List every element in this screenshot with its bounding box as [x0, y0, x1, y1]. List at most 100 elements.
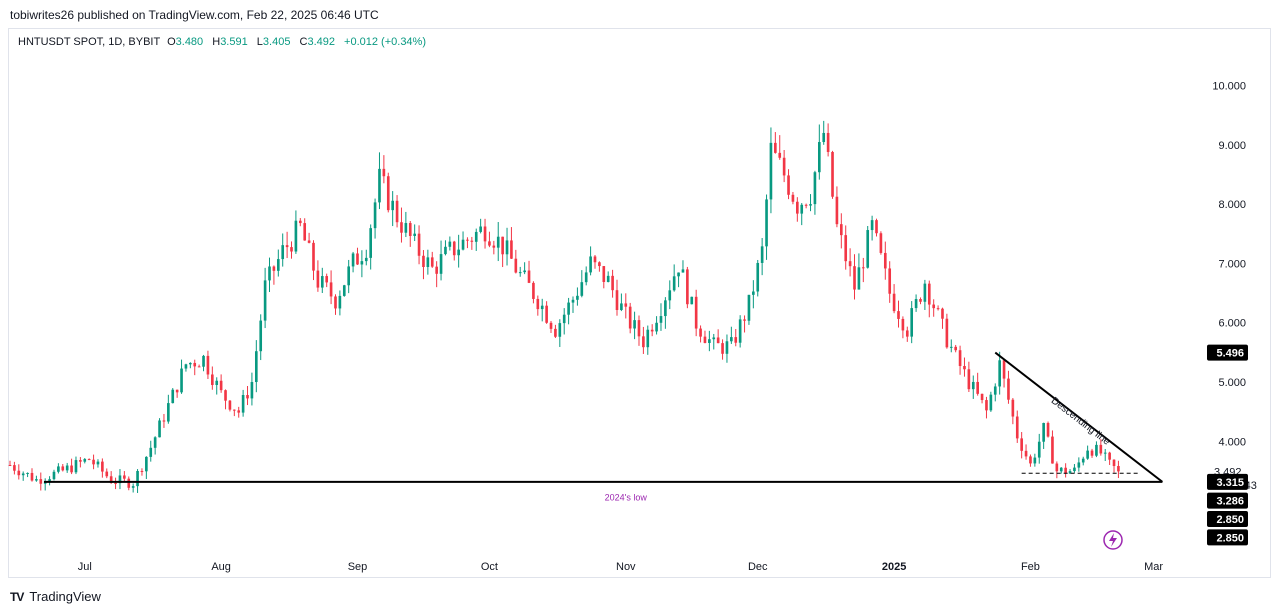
x-tick-label: Feb: [1021, 561, 1040, 573]
candle-body: [1095, 444, 1098, 456]
candle-body: [413, 233, 416, 236]
candle-body: [897, 311, 900, 319]
candle-body: [628, 306, 632, 329]
candle-body: [171, 389, 175, 404]
candle-body: [954, 346, 957, 351]
candle-body: [989, 394, 993, 411]
candle-body: [545, 305, 548, 323]
candle-body: [1068, 471, 1072, 474]
candle-body: [624, 303, 628, 307]
low-value: 3.405: [262, 36, 291, 48]
candle-body: [892, 293, 896, 312]
candle-body: [1037, 441, 1041, 458]
candle-body: [765, 199, 768, 247]
y-tick-label: 10.000: [1212, 81, 1246, 93]
candle-body: [708, 339, 711, 343]
candle-body: [373, 202, 377, 229]
candle-body: [523, 270, 526, 273]
candle-body: [703, 336, 707, 343]
candle-body: [1112, 459, 1116, 467]
candle-body: [668, 290, 672, 301]
candle-body: [452, 241, 456, 256]
candle-body: [567, 302, 570, 315]
price-label-box: [1207, 492, 1248, 509]
tradingview-logo-icon: TV: [10, 589, 24, 604]
candle-body: [149, 447, 153, 457]
candle-body: [963, 366, 966, 370]
candle-body: [57, 466, 60, 472]
candle-body: [1064, 467, 1067, 474]
descending-trend-line: [994, 351, 1164, 483]
candle-body: [17, 470, 21, 476]
y-tick-label: 4.000: [1218, 436, 1246, 448]
candle-body: [681, 269, 685, 273]
candle-body: [290, 247, 293, 252]
candle-body: [712, 337, 716, 340]
candle-body: [1024, 450, 1028, 457]
candle-body: [985, 400, 988, 411]
candle-body: [259, 320, 263, 352]
candle-body: [949, 346, 953, 348]
candle-body: [760, 246, 764, 263]
symbol-label[interactable]: HNTUSDT SPOT, 1D, BYBIT: [18, 36, 161, 48]
footer-brand[interactable]: TV TradingView: [10, 589, 101, 604]
candle-body: [813, 172, 817, 205]
candle-body: [356, 253, 359, 265]
candle-body: [404, 223, 408, 233]
candle-body: [193, 362, 197, 367]
candle-body: [79, 460, 82, 462]
candle-body: [83, 459, 87, 462]
candle-body: [615, 290, 619, 311]
candle-body: [422, 255, 425, 267]
candle-body: [435, 266, 438, 274]
candle-body: [35, 479, 38, 481]
candle-body: [1051, 436, 1054, 464]
candle-body: [554, 328, 557, 337]
candle-body: [664, 300, 667, 317]
candle-body: [21, 473, 25, 476]
candle-body: [650, 329, 654, 332]
open-label: O: [167, 36, 176, 48]
candle-body: [285, 245, 289, 248]
candle-body: [576, 295, 579, 300]
candle-body: [743, 319, 746, 321]
candle-body: [721, 343, 724, 354]
candle-body: [391, 200, 394, 211]
y-tick-label: 7.000: [1218, 258, 1246, 270]
candle-body: [1011, 399, 1015, 417]
candle-body: [505, 240, 509, 255]
candle-body: [461, 239, 465, 250]
candle-body: [8, 465, 12, 466]
candle-body: [584, 272, 588, 283]
candle-body: [74, 460, 78, 473]
candle-body: [879, 233, 883, 253]
candle-body: [861, 267, 865, 269]
candle-body: [430, 257, 434, 267]
candle-body: [1090, 450, 1094, 456]
candle-body: [96, 461, 100, 465]
candle-body: [536, 298, 540, 310]
candle-body: [1002, 360, 1006, 379]
candle-body: [479, 226, 482, 232]
candle-body: [281, 245, 285, 260]
candle-body: [1042, 422, 1045, 442]
candle-body: [364, 257, 368, 262]
candle-body: [782, 157, 786, 176]
candle-body: [87, 459, 91, 461]
price-label-value: 2.850: [1216, 514, 1244, 526]
candle-body: [439, 254, 443, 274]
candle-body: [853, 266, 856, 290]
candle-body: [488, 241, 491, 246]
candle-body: [123, 475, 126, 479]
candle-body: [690, 296, 694, 305]
candle-body: [338, 295, 342, 309]
x-tick-label: Oct: [481, 561, 498, 573]
candle-body: [1117, 466, 1120, 472]
candle-body: [1029, 456, 1032, 464]
candle-body: [620, 303, 623, 311]
candle-body: [501, 236, 504, 255]
candle-body: [694, 296, 698, 329]
candle-body: [184, 364, 188, 369]
candle-body: [730, 337, 733, 342]
